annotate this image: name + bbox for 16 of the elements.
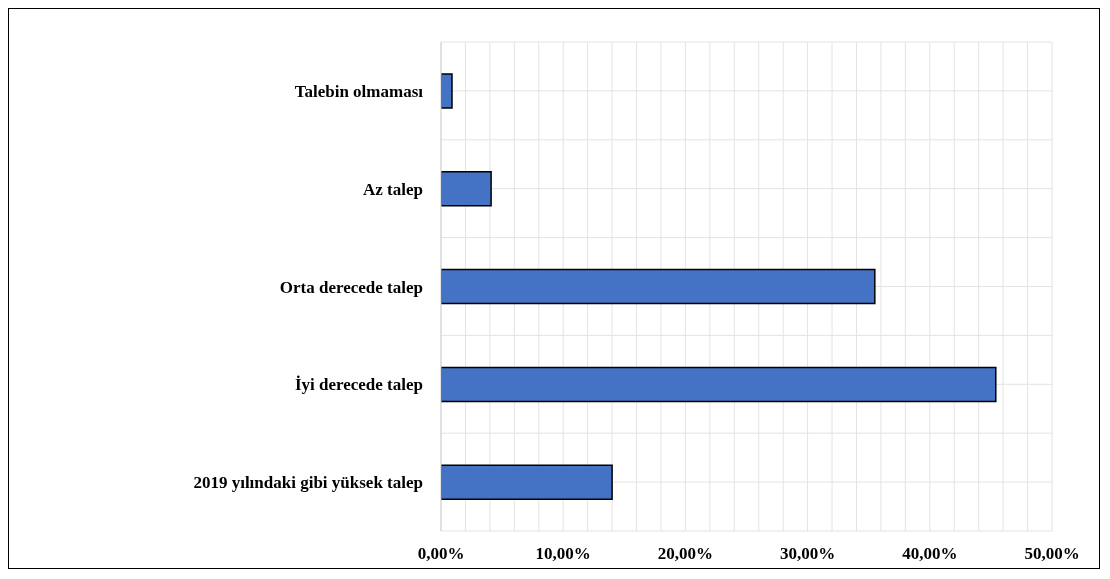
bar [441, 366, 997, 403]
x-tick-label: 50,00% [1024, 544, 1080, 564]
x-tick-label: 40,00% [902, 544, 958, 564]
bar [441, 464, 613, 500]
y-tick-label: Orta derecede talep [279, 277, 423, 297]
x-tick-label: 20,00% [657, 544, 714, 564]
bar [441, 268, 876, 305]
y-tick-label: Az talep [363, 179, 423, 199]
y-tick-label: 2019 yılındaki gibi yüksek talep [193, 473, 423, 493]
bar [441, 171, 492, 207]
y-tick-label: İyi derecede talep [294, 375, 423, 395]
x-tick-label: 0,00% [417, 544, 465, 564]
x-tick-label: 30,00% [779, 544, 836, 564]
bar [441, 73, 453, 109]
x-tick-label: 10,00% [535, 544, 591, 564]
y-tick-label: Talebin olmaması [294, 81, 424, 101]
